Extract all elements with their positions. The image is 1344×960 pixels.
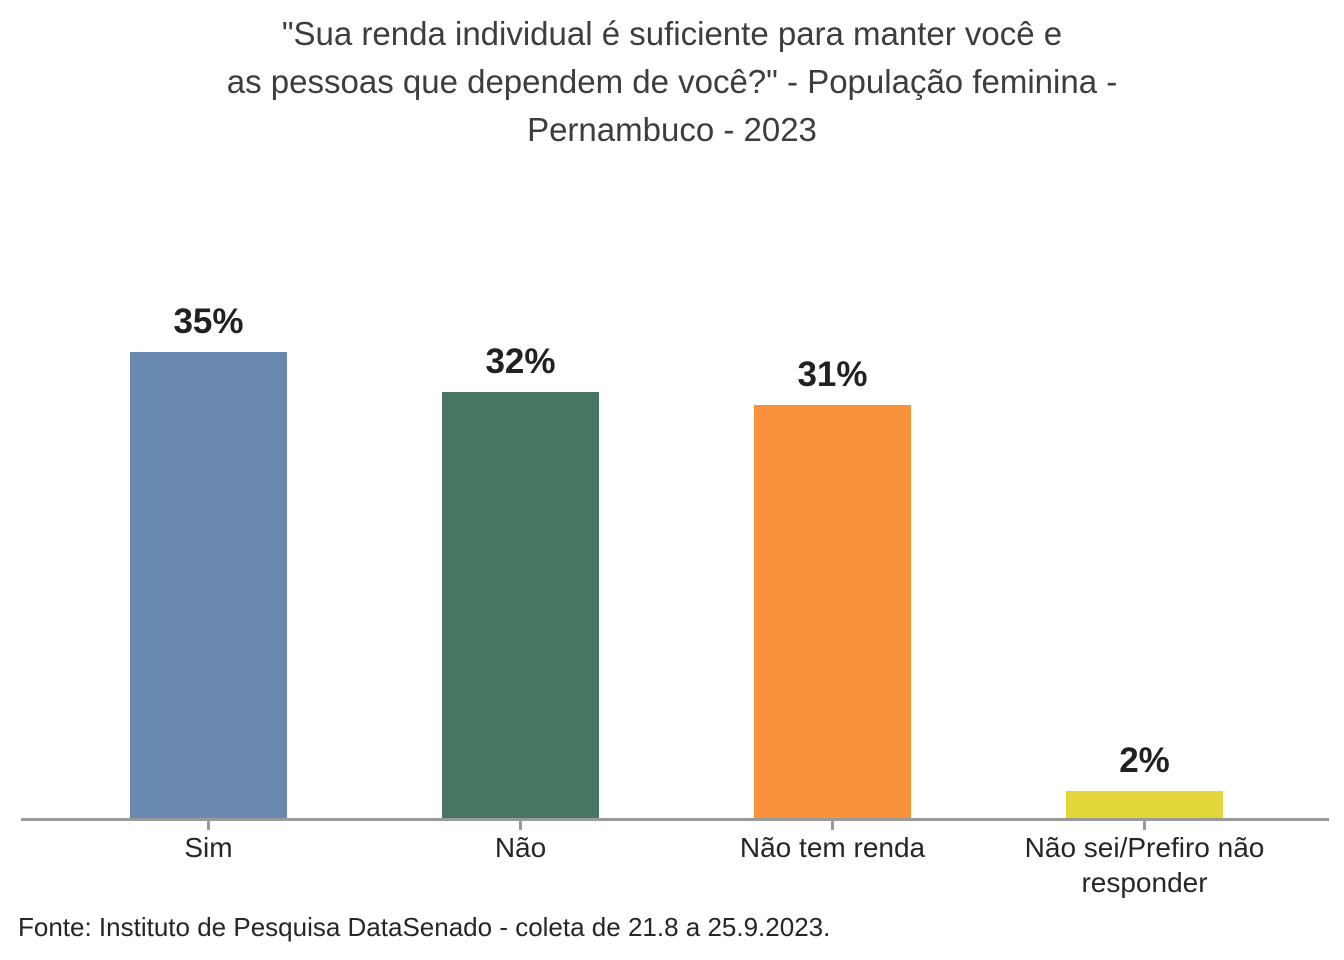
bar-value-label: 32% xyxy=(485,342,556,382)
axis-tick xyxy=(831,821,834,830)
category-label: Não tem renda xyxy=(739,832,926,863)
bar xyxy=(130,352,287,818)
bar xyxy=(1066,791,1223,818)
category-label: Não xyxy=(494,832,547,863)
bar-value-label: 2% xyxy=(1119,741,1170,781)
bar-value-label: 35% xyxy=(173,302,244,342)
x-axis-line xyxy=(21,818,1329,821)
axis-tick xyxy=(1143,821,1146,830)
axis-tick xyxy=(207,821,210,830)
axis-tick xyxy=(519,821,522,830)
source-note: Fonte: Instituto de Pesquisa DataSenado … xyxy=(18,912,831,942)
category-label: Não sei/Prefiro não responder xyxy=(1024,832,1265,898)
category-label: Sim xyxy=(184,832,233,863)
bar xyxy=(754,405,911,818)
chart-title: "Sua renda individual é suficiente para … xyxy=(226,15,1118,148)
bar xyxy=(442,392,599,818)
bar-value-label: 31% xyxy=(797,355,868,395)
